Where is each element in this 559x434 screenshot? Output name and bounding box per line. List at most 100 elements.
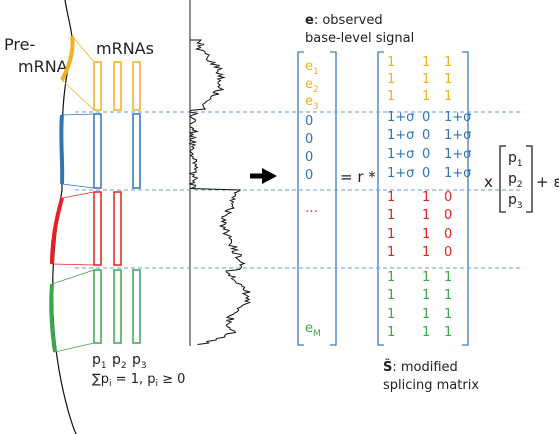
matrix-entry: 0 [422,166,430,181]
base: p [508,171,517,187]
exon-segment [61,115,62,184]
matrix-entry: 1 [422,307,430,322]
equals-label: = r * [340,168,376,186]
matrix-entry: 1 [422,245,430,260]
matrix-entry: 1+σ [444,128,471,143]
matrix-entry: 1+σ [387,128,414,143]
matrix-caption: splicing matrix [383,378,479,393]
matrix-entry: 1 [422,227,430,242]
error-label: + ε [536,173,559,191]
base: … [305,201,318,216]
matrix-entry: 1 [422,55,430,70]
matrix-entry: 1 [387,270,395,285]
p-entry: p2 [508,171,523,190]
matrix-entry: 1+σ [387,110,414,125]
e-entry: eM [305,321,321,339]
subscript: 3 [141,361,147,371]
base: 0 [305,132,313,147]
base: p [508,150,517,166]
exon-segment [51,284,55,352]
p-entry: p3 [508,192,523,211]
matrix-entry: 1 [387,208,395,223]
matrix-entry: 1+σ [444,110,471,125]
subscript: 3 [517,201,523,211]
constraint-part: ≥ 0 [158,372,185,387]
connector [52,270,94,284]
matrix-entry: 1 [387,72,395,87]
subscript: 2 [121,361,127,371]
e-entry: 0 [305,132,313,147]
e-entry: 0 [305,150,313,165]
exon-segment [52,198,62,264]
isoform-exon [133,114,140,188]
caption-text: : modified [392,360,457,375]
signal-trace [190,40,250,345]
matrix-entry: 1 [444,325,452,340]
connector [55,343,94,352]
matrix-entry: 0 [422,110,430,125]
connector [62,114,94,115]
matrix-entry: 1 [387,89,395,104]
isoform-exon [94,62,101,110]
isoform-exon [133,270,140,343]
matrix-entry: 1+σ [387,147,414,162]
isoform-label: p1 [92,352,107,371]
pre-mrna-label: mRNA [18,57,68,76]
isoform-exon [94,270,101,343]
connector [62,184,94,188]
signal-caption: base-level signal [305,31,414,46]
matrix-entry: 1 [444,288,452,303]
matrix-entry: 1 [387,55,395,70]
subscript: 1 [313,67,319,77]
matrix-entry: 1 [387,245,395,260]
mrnas-label: mRNAs [96,39,154,58]
p-entry: p1 [508,150,523,169]
matrix-entry: 1 [387,227,395,242]
connector [62,192,94,198]
arrow-head [262,168,277,184]
matrix-entry: 1 [422,288,430,303]
base: 0 [305,114,313,129]
matrix-entry: 1 [422,72,430,87]
constraint: ∑pi = 1, pi ≥ 0 [92,372,185,389]
base: e [305,94,313,109]
matrix-entry: 1 [387,288,395,303]
base: p [92,352,101,368]
matrix-entry: 1 [444,72,452,87]
caption-text: : observed [314,13,383,28]
matrix-entry: 0 [422,128,430,143]
e-entry: 0 [305,114,313,129]
times-label: x [484,173,493,191]
matrix-entry: 1 [444,89,452,104]
matrix-entry: 1 [422,325,430,340]
e-entry: 0 [305,168,313,183]
isoform-exon [114,270,121,343]
base: p [132,352,141,368]
isoform-exon [94,192,101,265]
matrix-entry: 0 [444,245,452,260]
caption-symbol: e [305,13,314,28]
base: p [508,192,517,208]
matrix-entry: 0 [422,147,430,162]
base: p [112,352,121,368]
subscript: 3 [313,102,319,112]
matrix-entry: 1 [422,208,430,223]
subscript: 1 [101,361,107,371]
subscript: M [313,329,321,339]
matrix-entry: 1 [444,55,452,70]
e-entry: … [305,201,318,216]
matrix-entry: 1 [387,307,395,322]
signal-caption: e: observed [305,13,383,28]
pre-mrna-label: Pre- [4,35,35,54]
matrix-entry: 0 [444,227,452,242]
e-vector-brackets [298,52,336,345]
isoform-exon [114,62,121,110]
base: e [305,59,313,74]
base: 0 [305,168,313,183]
subscript: 1 [517,159,523,169]
matrix-entry: 0 [444,208,452,223]
connector [62,80,94,110]
diagram: Pre- mRNA mRNAs e: observed base-level s… [0,0,559,434]
matrix-entry: 1+σ [444,147,471,162]
e-entry: e2 [305,77,319,95]
